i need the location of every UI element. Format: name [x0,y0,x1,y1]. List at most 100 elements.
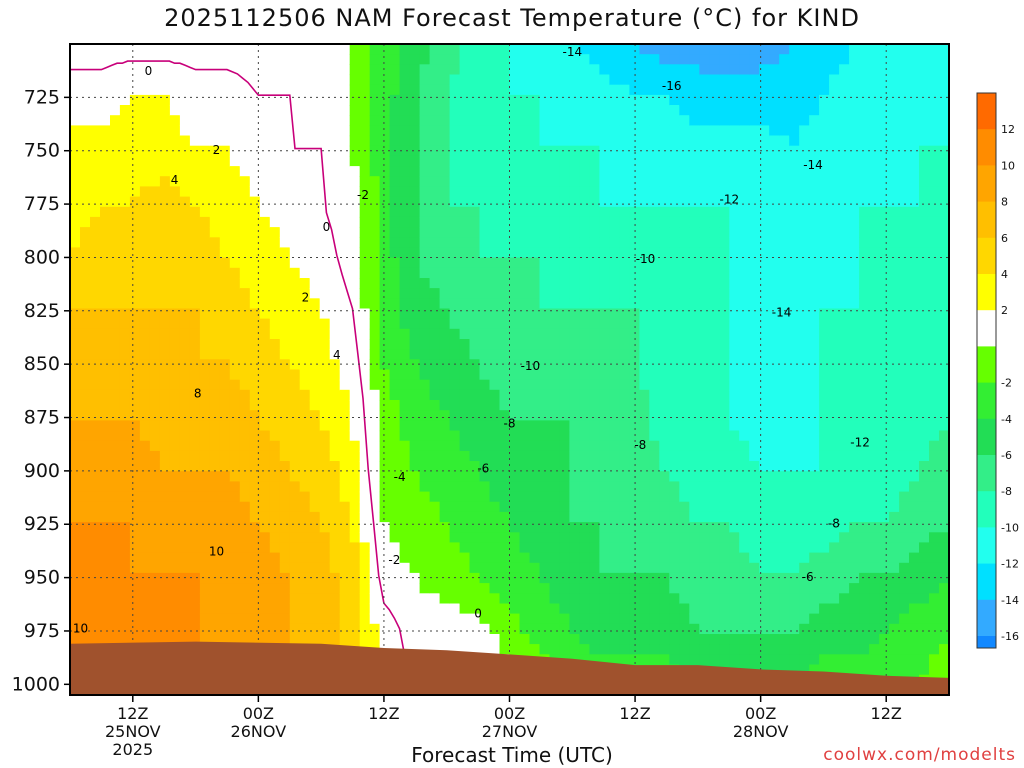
field-cell [739,318,750,330]
field-cell [539,359,551,371]
field-cell [379,379,391,391]
field-cell [509,461,521,472]
field-cell [229,613,241,625]
field-cell [139,186,151,198]
field-cell [429,644,441,655]
field-cell [709,603,720,615]
field-cell [419,623,431,635]
field-cell [669,155,680,167]
field-cell [169,44,181,55]
field-cell [809,115,820,126]
field-cell [149,176,161,187]
field-cell [279,115,291,126]
field-cell [179,125,191,137]
field-cell [469,278,481,289]
field-cell [429,613,441,625]
field-cell [70,359,81,371]
field-cell [839,603,850,615]
field-cell [419,196,431,208]
field-cell [409,410,421,421]
field-cell [519,440,531,452]
field-cell [149,420,161,432]
field-cell [289,44,301,55]
field-cell [739,349,750,360]
field-cell [829,155,840,167]
field-cell [279,288,291,299]
field-cell [289,206,301,218]
field-cell [699,176,710,187]
field-cell [359,603,371,615]
field-cell [779,593,790,605]
field-cell [539,552,551,564]
field-cell [619,278,630,289]
field-cell [609,145,620,157]
field-cell [579,410,590,421]
field-cell [759,155,770,167]
field-cell [599,155,610,167]
field-cell [409,572,421,584]
field-cell [279,267,291,279]
field-cell [199,410,211,421]
field-cell [259,572,271,584]
field-cell [229,115,241,126]
field-cell [429,166,441,177]
field-cell [189,318,201,330]
field-cell [279,481,291,493]
field-cell [269,216,281,228]
field-cell [309,389,321,401]
field-cell [159,176,171,187]
field-cell [139,471,151,482]
field-cell [579,206,590,218]
field-cell [409,328,421,340]
field-cell [499,328,511,340]
field-cell [229,583,241,594]
field-cell [129,461,141,472]
field-cell [80,634,91,645]
field-cell [799,481,810,493]
field-cell [209,491,221,503]
field-cell [509,94,521,106]
field-cell [389,359,401,371]
field-cell [70,532,81,544]
field-cell [469,339,481,350]
field-cell [349,247,361,259]
field-cell [279,247,291,259]
field-cell [169,308,181,320]
field-cell [269,420,281,432]
field-cell [309,603,321,615]
field-cell [599,166,610,177]
field-cell [110,176,121,187]
field-cell [709,145,720,157]
field-cell [699,257,710,269]
field-cell [389,634,401,645]
field-cell [759,420,770,432]
field-cell [749,227,760,238]
field-cell [779,339,790,350]
field-cell [289,542,301,554]
field-cell [70,247,81,259]
field-cell [259,74,271,86]
field-cell [479,125,491,137]
field-cell [449,532,461,544]
field-cell [549,339,561,350]
field-cell [809,288,820,299]
field-cell [459,247,471,259]
field-cell [399,410,411,421]
field-cell [629,328,640,340]
field-cell [249,328,261,340]
field-cell [80,400,91,411]
field-cell [100,339,111,350]
field-cell [379,491,391,503]
field-cell [349,400,361,411]
field-cell [639,84,650,96]
field-cell [90,613,101,625]
field-cell [489,84,501,96]
field-cell [299,603,311,615]
field-cell [159,94,171,106]
field-cell [489,623,501,635]
field-cell [739,105,750,116]
field-cell [479,227,491,238]
field-cell [359,562,371,574]
field-cell [629,389,640,401]
field-cell [809,613,820,625]
